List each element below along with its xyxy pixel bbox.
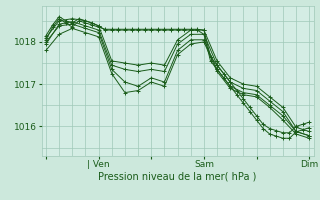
- X-axis label: Pression niveau de la mer( hPa ): Pression niveau de la mer( hPa ): [99, 172, 257, 182]
